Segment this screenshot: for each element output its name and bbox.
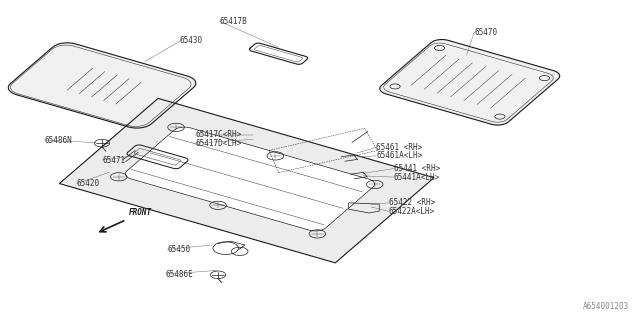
Text: 65417D<LH>: 65417D<LH>	[195, 139, 241, 148]
Polygon shape	[380, 40, 560, 125]
Text: 65422 <RH>: 65422 <RH>	[389, 198, 435, 207]
Polygon shape	[125, 127, 374, 231]
Text: 65486N: 65486N	[45, 136, 72, 146]
Text: 65461A<LH>: 65461A<LH>	[376, 151, 422, 160]
Text: 65417B: 65417B	[220, 17, 247, 26]
Text: A654001203: A654001203	[583, 302, 629, 311]
Text: 65461 <RH>: 65461 <RH>	[376, 143, 422, 152]
Text: 65441A<LH>: 65441A<LH>	[394, 172, 440, 182]
Text: 65430: 65430	[180, 36, 203, 44]
Text: 65486E: 65486E	[166, 270, 193, 279]
Text: 65417C<RH>: 65417C<RH>	[195, 130, 241, 139]
Polygon shape	[8, 43, 196, 128]
Text: 65471: 65471	[102, 156, 125, 164]
Text: 65441 <RH>: 65441 <RH>	[394, 164, 440, 173]
Text: 65420: 65420	[77, 179, 100, 188]
Text: 65450: 65450	[167, 245, 190, 254]
Polygon shape	[60, 98, 434, 263]
Text: 65422A<LH>: 65422A<LH>	[389, 207, 435, 216]
Text: 65470: 65470	[474, 28, 497, 37]
Text: FRONT: FRONT	[129, 208, 152, 217]
